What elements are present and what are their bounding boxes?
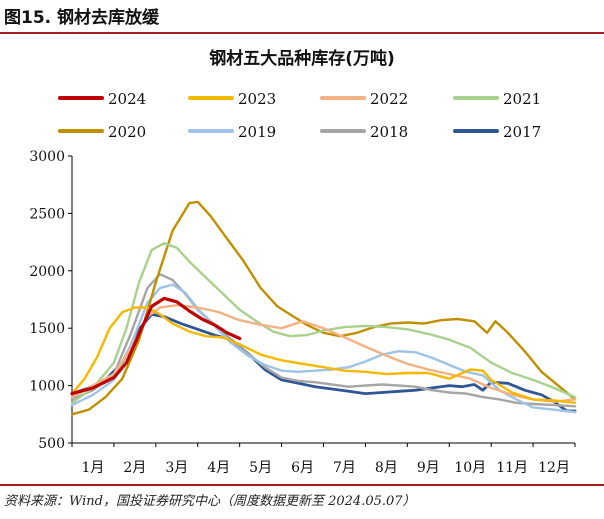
y-tick-label: 3000 <box>29 149 65 165</box>
series-line-2021 <box>70 242 577 404</box>
header-rule <box>0 32 604 34</box>
x-tick-label: 9月 <box>417 460 440 476</box>
x-tick-label: 4月 <box>207 460 230 476</box>
series-line-2017 <box>70 313 577 413</box>
legend-label-2023: 2023 <box>238 90 276 108</box>
series-line-2018 <box>70 273 577 408</box>
series-line-2022 <box>70 304 577 403</box>
line-chart: 500 1000 1500 2000 2500 3000 1月 2月 3月 4月 5月 6月 7月 8月 9… <box>29 90 577 476</box>
legend-label-2021: 2021 <box>503 90 541 108</box>
legend-label-2018: 2018 <box>370 123 408 141</box>
chart-title: 钢材五大品种库存(万吨) <box>209 49 395 69</box>
source-note: 资料来源：Wind，国投证券研究中心（周度数据更新至 2024.05.07） <box>4 494 416 509</box>
x-tick-label: 6月 <box>291 460 314 476</box>
footer-rule <box>0 484 604 486</box>
x-tick-label: 7月 <box>333 460 356 476</box>
legend-label-2019: 2019 <box>238 123 276 141</box>
x-tick-label: 5月 <box>249 460 272 476</box>
y-tick-label: 1000 <box>29 379 65 395</box>
x-tick-label: 12月 <box>538 460 570 476</box>
y-tick-label: 2000 <box>29 264 65 280</box>
legend-label-2024: 2024 <box>108 90 146 108</box>
x-tick-label: 3月 <box>165 460 188 476</box>
y-tick-label: 1500 <box>29 321 65 337</box>
x-tick-label: 2月 <box>123 460 146 476</box>
figure-label: 图15. 钢材去库放缓 <box>4 8 160 28</box>
series-line-2019 <box>70 283 577 414</box>
x-tick-label: 11月 <box>496 460 528 476</box>
x-tick-label: 10月 <box>454 460 486 476</box>
series-line-2020 <box>70 200 577 416</box>
series-line-2023 <box>70 306 577 404</box>
y-tick-label: 2500 <box>29 206 65 222</box>
legend-label-2022: 2022 <box>370 90 408 108</box>
x-tick-label: 8月 <box>375 460 398 476</box>
x-tick-label: 1月 <box>81 460 104 476</box>
legend-label-2020: 2020 <box>108 123 146 141</box>
y-tick-label: 500 <box>38 436 65 452</box>
series-line-2024 <box>70 296 242 396</box>
legend-label-2017: 2017 <box>503 123 541 141</box>
